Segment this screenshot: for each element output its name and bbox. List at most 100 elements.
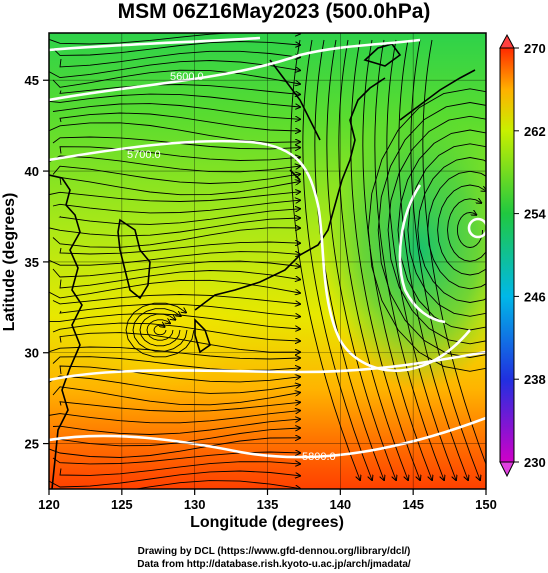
contour-5650 xyxy=(398,184,446,324)
colorbar-max-arrow xyxy=(499,33,515,49)
streamline xyxy=(52,386,300,406)
y-tick-label: 45 xyxy=(25,73,39,88)
x-tick-label: 140 xyxy=(329,497,351,512)
y-tick-label: 25 xyxy=(25,437,39,452)
streamline xyxy=(52,452,300,465)
y-tick-label: 40 xyxy=(25,164,39,179)
colorbar-tick-label: 262 xyxy=(524,124,546,139)
height-contours xyxy=(49,36,486,459)
streamline xyxy=(387,115,486,345)
x-tick-label: 130 xyxy=(184,497,206,512)
y-axis: 25 30 35 40 45 xyxy=(25,73,49,452)
streamline xyxy=(52,294,300,305)
streamline xyxy=(49,411,300,424)
streamline xyxy=(59,365,300,383)
streamline xyxy=(350,39,420,480)
colorbar-tick-label: 270 xyxy=(524,41,546,56)
china-coast xyxy=(49,174,83,489)
colorbar-tick-label: 238 xyxy=(524,372,546,387)
streamline xyxy=(59,332,300,353)
x-tick-label: 145 xyxy=(402,497,424,512)
contour-label-5600: 5600.0 xyxy=(170,71,204,83)
kyushu-coast xyxy=(194,318,211,354)
x-tick-label: 120 xyxy=(38,497,60,512)
colorbar-tick-label: 246 xyxy=(524,289,546,304)
korea-coast xyxy=(117,218,151,300)
streamline xyxy=(125,302,195,358)
contour-5600 xyxy=(49,38,421,102)
colorbar-min-arrow xyxy=(499,461,515,478)
streamline xyxy=(52,228,300,248)
contour-label-5700: 5700.0 xyxy=(127,149,161,161)
streamline xyxy=(49,438,300,458)
contour-5700 xyxy=(49,139,471,372)
streamline xyxy=(326,39,396,480)
streamline xyxy=(362,39,432,480)
streamline xyxy=(410,39,480,480)
streamline xyxy=(59,176,300,196)
y-axis-label: Latitude (degrees) xyxy=(1,193,18,332)
streamline xyxy=(447,199,486,262)
warm-region-shading xyxy=(80,270,240,390)
streamline xyxy=(59,462,300,476)
streamline xyxy=(59,303,300,316)
sado-coast xyxy=(289,169,301,181)
streamline xyxy=(367,88,486,372)
streamline xyxy=(58,209,300,225)
streamline xyxy=(290,39,360,480)
x-axis: 120 125 130 135 140 145 150 xyxy=(38,489,497,512)
streamline xyxy=(59,402,300,412)
colorbar: 230 238 246 254 262 270 xyxy=(499,33,546,478)
streamline xyxy=(59,428,300,447)
streamline xyxy=(302,39,372,480)
contour-5800 xyxy=(49,416,486,459)
streamline xyxy=(397,129,486,331)
streamline xyxy=(52,419,300,435)
streamline xyxy=(338,39,408,480)
streamline xyxy=(59,50,300,68)
y-tick-label: 35 xyxy=(25,255,39,270)
streamline xyxy=(49,192,300,202)
streamline xyxy=(49,375,300,394)
contour-5550 xyxy=(49,36,261,52)
streamline xyxy=(49,470,300,488)
streamline xyxy=(377,102,486,358)
streamline xyxy=(398,39,468,480)
streamline xyxy=(139,313,181,347)
streamline xyxy=(133,480,300,489)
x-tick-label: 125 xyxy=(111,497,133,512)
streamline xyxy=(407,143,486,317)
map-plot-area: 5800.0 5700.0 5600.0 xyxy=(49,33,486,489)
streamline xyxy=(59,270,300,289)
streamline xyxy=(153,325,167,336)
streamline xyxy=(422,39,486,466)
credit-drawing: Drawing by DCL (https://www.gfd-dennou.o… xyxy=(137,546,411,557)
chart-title: MSM 06Z16May2023 (500.0hPa) xyxy=(117,0,431,23)
y-tick-label: 30 xyxy=(25,346,39,361)
streamline xyxy=(52,41,300,56)
streamline xyxy=(146,320,174,341)
x-tick-label: 150 xyxy=(475,497,497,512)
streamline xyxy=(59,112,300,131)
streamline xyxy=(456,213,484,248)
colorbar-tick-label: 230 xyxy=(524,455,546,470)
streamline xyxy=(59,146,300,161)
streamline xyxy=(374,39,444,480)
streamline xyxy=(49,33,300,45)
grid xyxy=(49,33,486,489)
streamline xyxy=(417,157,486,303)
colorbar-gradient xyxy=(499,47,515,463)
streamline xyxy=(49,252,300,266)
streamline xyxy=(427,170,486,290)
colorbar-tick-label: 254 xyxy=(524,207,546,222)
streamline xyxy=(52,165,300,184)
x-axis-label: Longitude (degrees) xyxy=(190,514,344,531)
hokkaido-coast xyxy=(363,43,402,67)
streamline xyxy=(386,39,456,480)
contour-low-center xyxy=(467,217,486,239)
contour-label-5800: 5800.0 xyxy=(302,451,336,463)
streamline xyxy=(52,103,300,120)
primorye-coast xyxy=(269,59,321,141)
credit-data-source: Data from http://database.rish.kyoto-u.a… xyxy=(137,559,411,570)
